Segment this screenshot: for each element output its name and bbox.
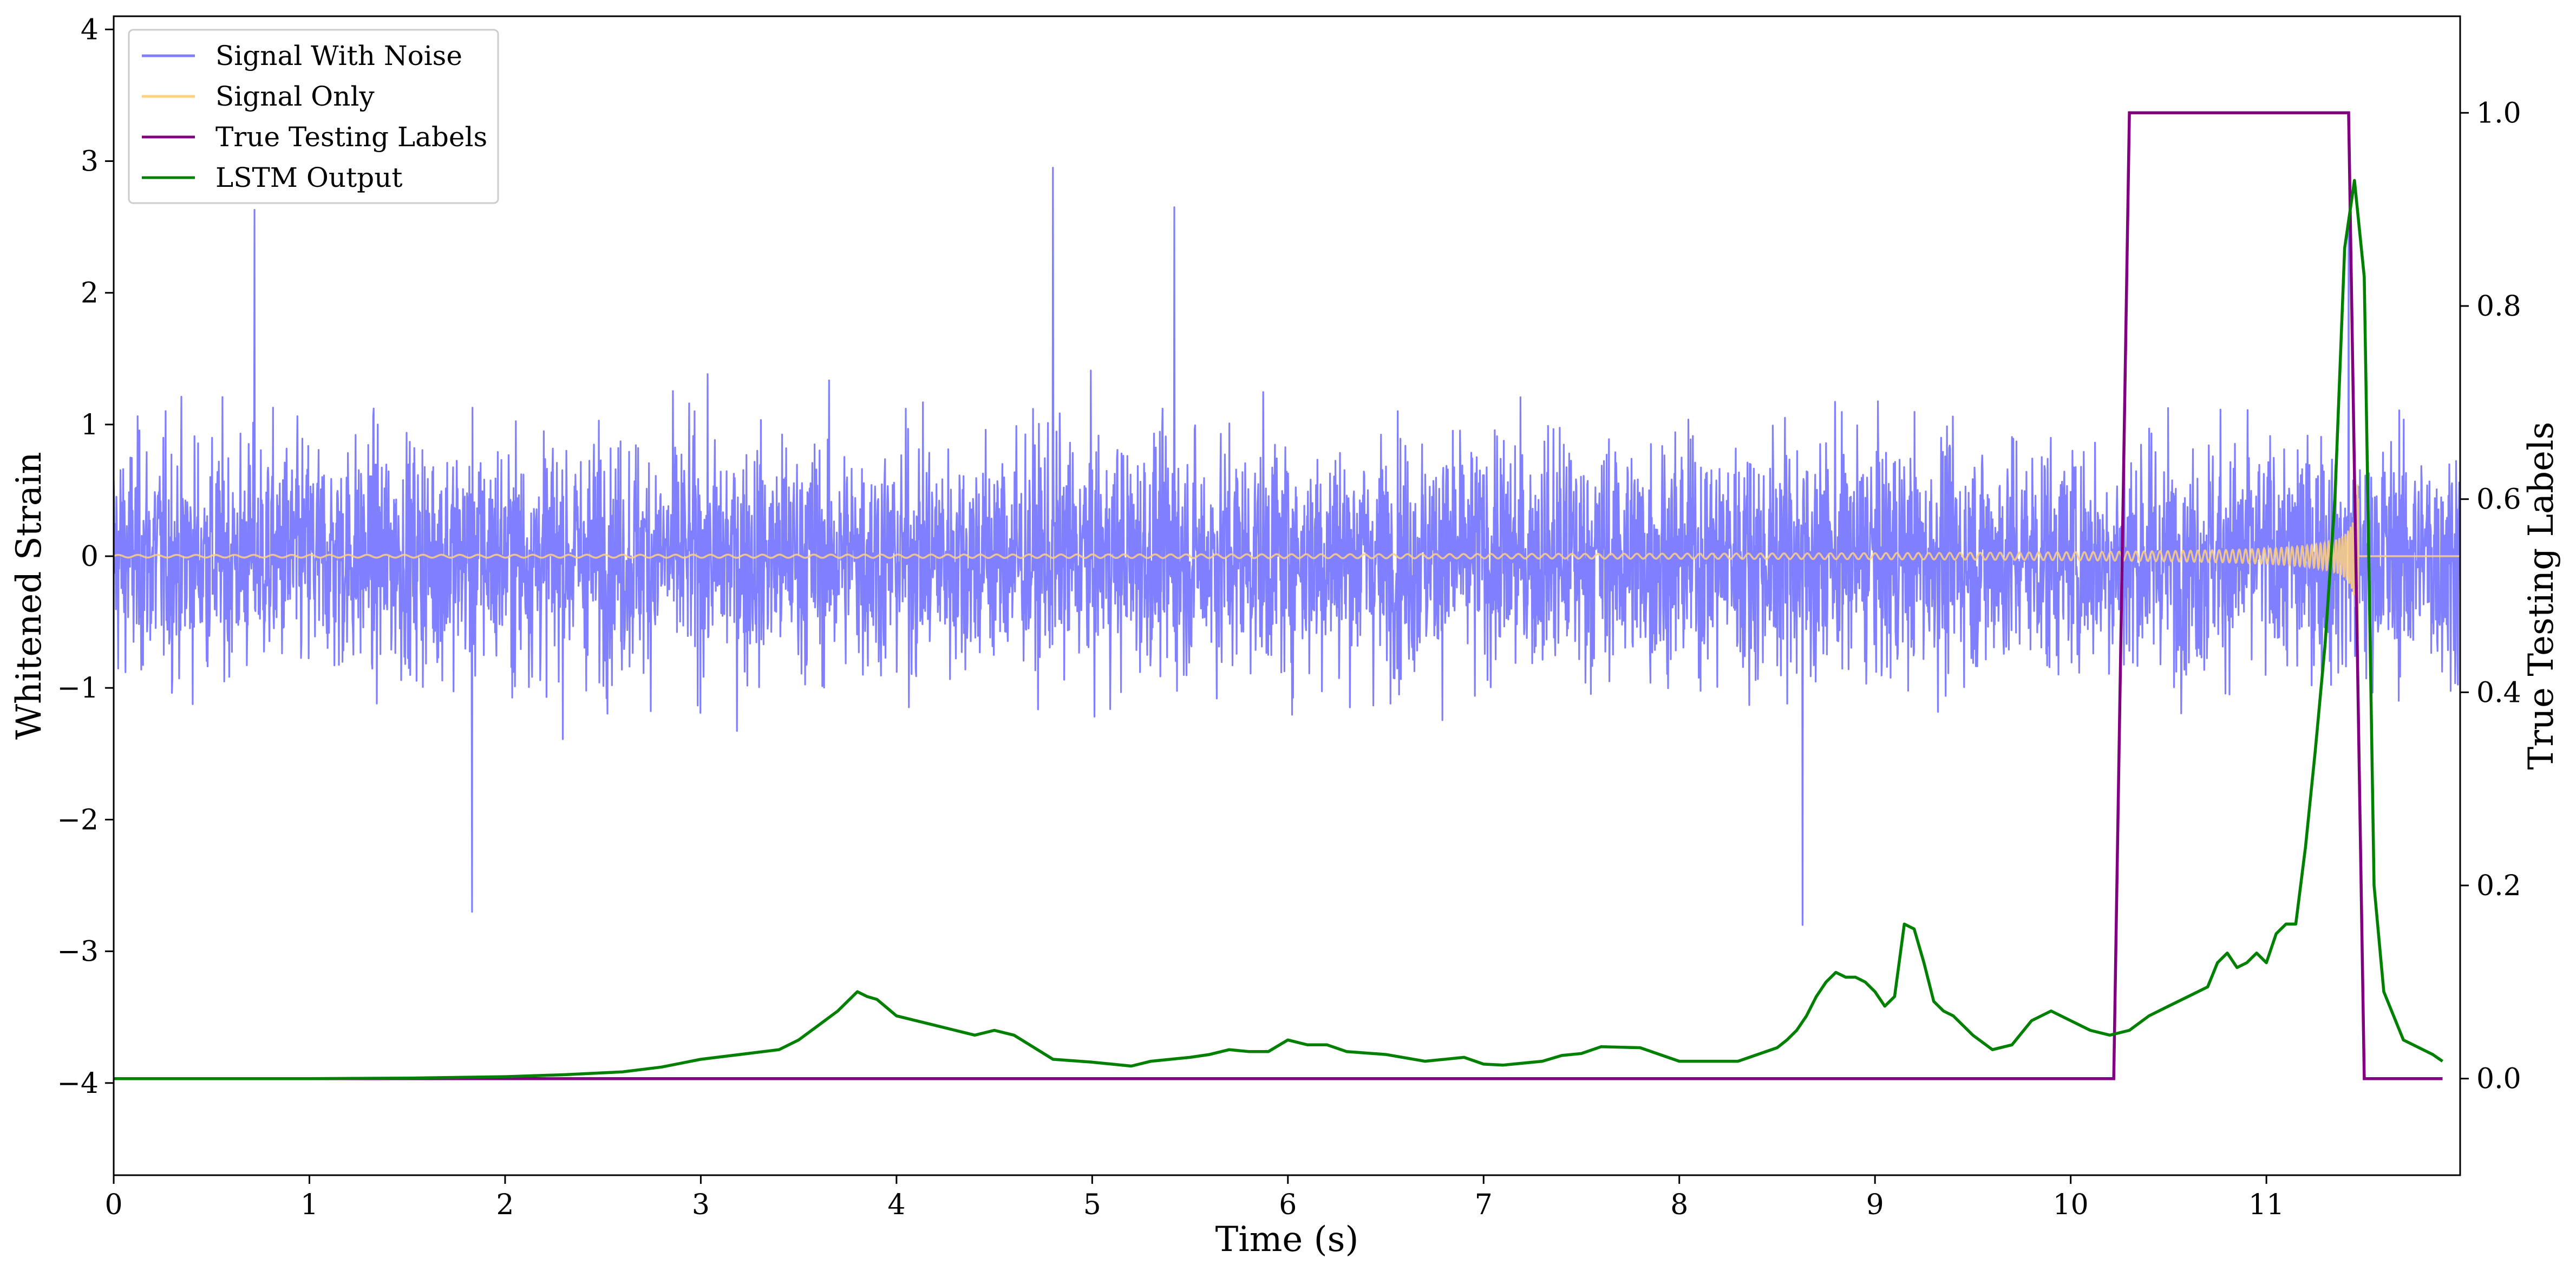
y-axis-left: −4 −3 −2 −1 0 1 2 3 4	[57, 14, 114, 1100]
y-right-tick-label-5: 1.0	[2476, 97, 2521, 129]
y-right-tick-label-0: 0.0	[2476, 1063, 2521, 1096]
y-right-tick-label-1: 0.2	[2476, 870, 2521, 902]
y-left-tick-label-6: 2	[81, 277, 99, 310]
y-left-tick-label-0: −4	[57, 1067, 99, 1100]
x-tick-label-1: 1	[300, 1189, 318, 1221]
legend: Signal With Noise Signal Only True Testi…	[128, 29, 499, 204]
legend-label-labels: True Testing Labels	[215, 121, 487, 153]
x-axis: 0 1 2 3 4 5 6 7 8 9 10 11	[104, 1175, 2284, 1221]
x-tick-label-3: 3	[692, 1189, 710, 1221]
series-signal-only	[114, 484, 2460, 640]
y-right-tick-label-3: 0.6	[2476, 484, 2521, 516]
plot-frame	[113, 15, 2461, 1176]
x-tick-label-11: 11	[2248, 1189, 2284, 1221]
y-axis-left-label: Whitened Strain	[9, 452, 49, 739]
x-tick-label-8: 8	[1670, 1189, 1688, 1221]
series-true-testing-labels	[114, 111, 2443, 1080]
y-left-tick-label-7: 3	[81, 146, 99, 178]
x-tick-label-9: 9	[1866, 1189, 1884, 1221]
y-left-tick-label-8: 4	[81, 14, 99, 46]
legend-label-lstm: LSTM Output	[215, 162, 402, 193]
legend-label-signal: Signal Only	[215, 81, 375, 112]
y-left-tick-label-5: 1	[81, 409, 99, 441]
y-axis-right: 0.0 0.2 0.4 0.6 0.8 1.0	[2460, 97, 2521, 1096]
x-tick-label-7: 7	[1475, 1189, 1493, 1221]
x-tick-label-10: 10	[2053, 1189, 2089, 1221]
x-axis-label: Time (s)	[1215, 1220, 1359, 1260]
x-tick-label-5: 5	[1083, 1189, 1101, 1221]
series-lstm-output	[114, 179, 2444, 1080]
y-axis-right-label: True Testing Labels	[2521, 422, 2561, 770]
y-right-tick-label-2: 0.4	[2476, 676, 2521, 709]
x-tick-label-2: 2	[496, 1189, 514, 1221]
legend-box	[128, 29, 499, 204]
x-tick-label-6: 6	[1279, 1189, 1297, 1221]
y-left-tick-label-2: −2	[57, 804, 99, 836]
y-left-tick-label-4: 0	[81, 540, 99, 573]
y-left-tick-label-1: −3	[57, 936, 99, 968]
x-tick-label-0: 0	[104, 1189, 122, 1221]
y-left-tick-label-3: −1	[57, 672, 99, 705]
legend-label-noise: Signal With Noise	[215, 40, 462, 71]
x-tick-label-4: 4	[887, 1189, 905, 1221]
y-right-tick-label-4: 0.8	[2476, 290, 2521, 323]
